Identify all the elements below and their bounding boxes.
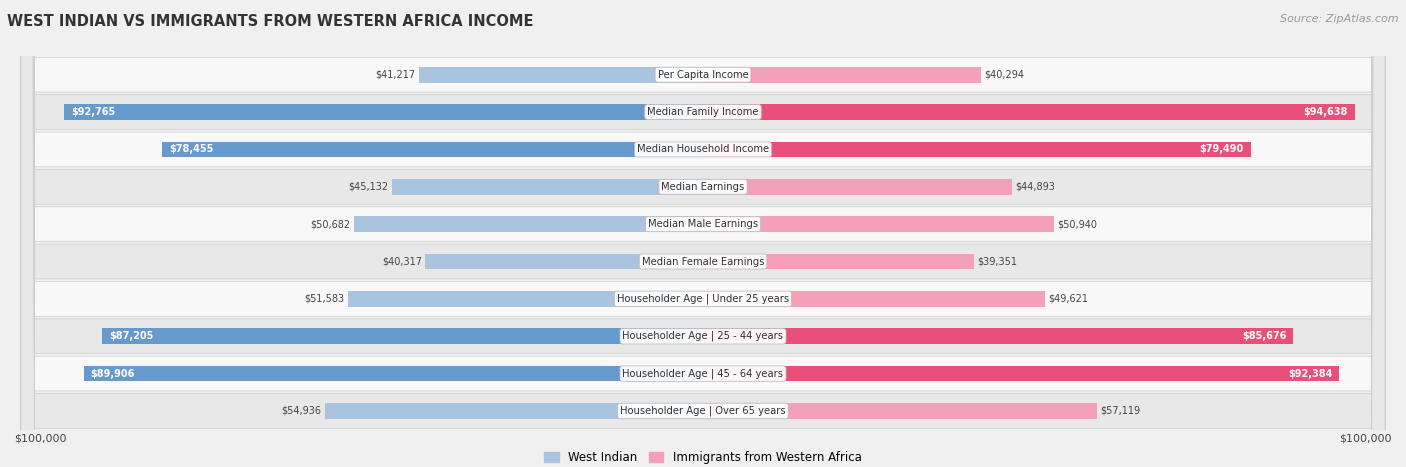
Bar: [83, 366, 703, 382]
Text: $40,294: $40,294: [984, 70, 1024, 80]
Text: $50,682: $50,682: [311, 219, 350, 229]
Text: $100,000: $100,000: [14, 433, 66, 443]
Bar: [703, 179, 1012, 195]
FancyBboxPatch shape: [21, 0, 1385, 467]
Text: Householder Age | 25 - 44 years: Householder Age | 25 - 44 years: [623, 331, 783, 341]
FancyBboxPatch shape: [21, 0, 1385, 467]
Text: $41,217: $41,217: [375, 70, 416, 80]
Bar: [63, 104, 703, 120]
Text: $100,000: $100,000: [1340, 433, 1392, 443]
Text: $94,638: $94,638: [1303, 107, 1348, 117]
Bar: [703, 254, 974, 269]
Text: $39,351: $39,351: [977, 256, 1018, 267]
Text: Median Family Income: Median Family Income: [647, 107, 759, 117]
FancyBboxPatch shape: [21, 0, 1385, 467]
Text: Median Female Earnings: Median Female Earnings: [641, 256, 765, 267]
Bar: [703, 291, 1045, 307]
Text: Median Household Income: Median Household Income: [637, 144, 769, 155]
Text: $50,940: $50,940: [1057, 219, 1098, 229]
Text: $40,317: $40,317: [382, 256, 422, 267]
Text: $51,583: $51,583: [304, 294, 344, 304]
Text: $44,893: $44,893: [1015, 182, 1056, 192]
FancyBboxPatch shape: [21, 0, 1385, 467]
FancyBboxPatch shape: [21, 0, 1385, 467]
Text: $78,455: $78,455: [169, 144, 214, 155]
Text: $54,936: $54,936: [281, 406, 321, 416]
Text: $87,205: $87,205: [110, 331, 153, 341]
Text: $45,132: $45,132: [349, 182, 388, 192]
Text: $85,676: $85,676: [1241, 331, 1286, 341]
Text: Householder Age | 45 - 64 years: Householder Age | 45 - 64 years: [623, 368, 783, 379]
Text: WEST INDIAN VS IMMIGRANTS FROM WESTERN AFRICA INCOME: WEST INDIAN VS IMMIGRANTS FROM WESTERN A…: [7, 14, 533, 29]
Bar: [703, 403, 1097, 419]
FancyBboxPatch shape: [21, 0, 1385, 467]
Bar: [703, 366, 1340, 382]
Text: $49,621: $49,621: [1049, 294, 1088, 304]
Legend: West Indian, Immigrants from Western Africa: West Indian, Immigrants from Western Afr…: [540, 446, 866, 467]
FancyBboxPatch shape: [21, 0, 1385, 467]
FancyBboxPatch shape: [21, 0, 1385, 467]
Text: Householder Age | Over 65 years: Householder Age | Over 65 years: [620, 406, 786, 416]
Bar: [419, 67, 703, 83]
FancyBboxPatch shape: [21, 0, 1385, 467]
Bar: [354, 216, 703, 232]
Bar: [347, 291, 703, 307]
Bar: [392, 179, 703, 195]
Bar: [703, 328, 1294, 344]
Text: Per Capita Income: Per Capita Income: [658, 70, 748, 80]
Bar: [103, 328, 703, 344]
Text: $89,906: $89,906: [90, 368, 135, 379]
Bar: [425, 254, 703, 269]
FancyBboxPatch shape: [21, 0, 1385, 467]
Bar: [163, 142, 703, 157]
Text: Median Earnings: Median Earnings: [661, 182, 745, 192]
Text: Householder Age | Under 25 years: Householder Age | Under 25 years: [617, 294, 789, 304]
Text: Source: ZipAtlas.com: Source: ZipAtlas.com: [1281, 14, 1399, 24]
Text: $57,119: $57,119: [1099, 406, 1140, 416]
Bar: [703, 216, 1054, 232]
Text: $92,765: $92,765: [70, 107, 115, 117]
Text: $79,490: $79,490: [1199, 144, 1244, 155]
Text: $92,384: $92,384: [1288, 368, 1333, 379]
Bar: [703, 142, 1251, 157]
Bar: [703, 104, 1355, 120]
Bar: [325, 403, 703, 419]
Text: Median Male Earnings: Median Male Earnings: [648, 219, 758, 229]
Bar: [703, 67, 980, 83]
